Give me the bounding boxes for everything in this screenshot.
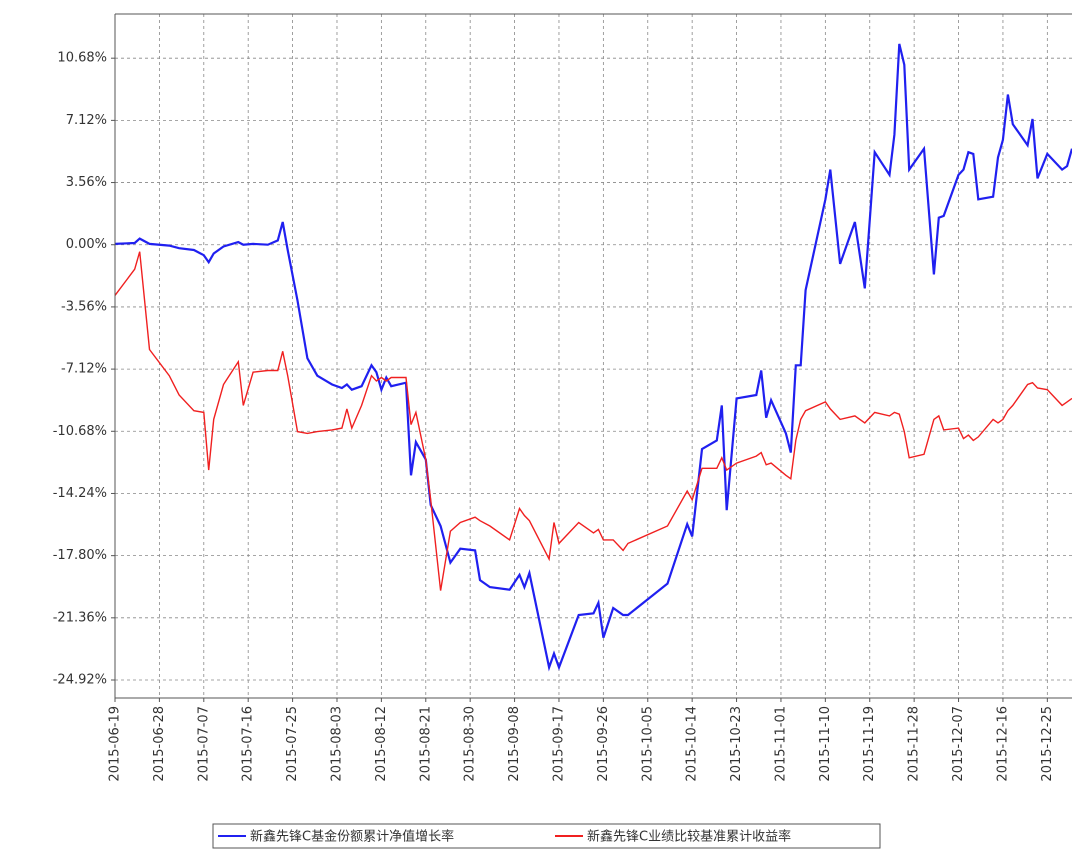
x-tick-label: 2015-07-07 [196,706,211,782]
legend-box [212,823,881,849]
x-tick-label: 2015-08-12 [374,706,389,782]
lines [115,43,1072,672]
y-tick-label: 3.56% [66,175,107,190]
x-tick-label: 2015-07-25 [285,706,300,782]
y-tick-label: -24.92% [53,673,107,688]
x-tick-label: 2015-07-16 [241,706,256,782]
x-tick-label: 2015-11-19 [862,706,877,782]
x-tick-label: 2015-11-10 [818,706,833,782]
x-tick-label: 2015-12-25 [1040,706,1055,782]
y-tick-label: 0.00% [66,237,107,252]
y-tick-label: -14.24% [53,486,107,501]
x-tick-label: 2015-09-08 [507,706,522,782]
y-tick-label: 7.12% [66,113,107,128]
y-tick-label: -17.80% [53,548,107,563]
x-tick-label: 2015-08-03 [329,706,344,782]
x-tick-label: 2015-10-23 [729,706,744,782]
x-tick-label: 2015-09-17 [551,706,566,782]
labels: 10.68% 7.12% 3.56% 0.00% -3.56% -7.12% -10.68%… [53,51,1055,782]
x-tick-label: 2015-11-28 [907,706,922,782]
x-tick-label: 2015-08-21 [418,706,433,782]
legend-label: 新鑫先锋C基金份额累计净值增长率 [250,829,454,845]
series-line [115,251,1072,591]
x-tick-label: 2015-06-28 [152,706,167,782]
grid [114,14,1072,698]
series-line [115,43,1072,672]
y-tick-label: 10.68% [57,51,107,66]
x-tick-label: 2015-12-07 [951,706,966,782]
x-tick-label: 2015-11-01 [773,706,788,782]
x-tick-label: 2015-10-14 [685,706,700,782]
y-tick-label: -21.36% [53,610,107,625]
legend: 新鑫先锋C基金份额累计净值增长率 新鑫先锋C业绩比较基准累计收益率 [218,829,791,845]
x-tick-label: 2015-12-16 [995,706,1010,782]
y-tick-label: -7.12% [61,362,107,377]
x-tick-label: 2015-06-19 [108,706,123,782]
x-tick-label: 2015-09-26 [596,706,611,782]
y-tick-label: -3.56% [61,299,107,314]
y-tick-label: -10.68% [53,424,107,439]
legend-label: 新鑫先锋C业绩比较基准累计收益率 [587,829,791,845]
x-tick-label: 2015-08-30 [463,706,478,782]
x-tick-label: 2015-10-05 [640,706,655,782]
